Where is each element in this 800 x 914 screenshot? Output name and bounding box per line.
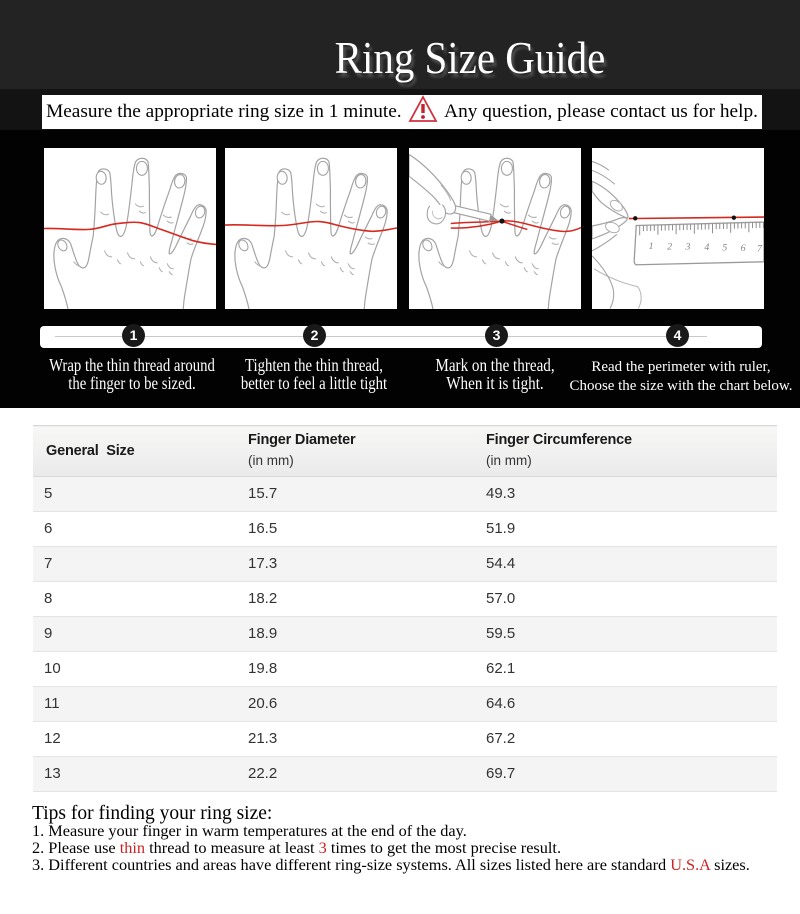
svg-text:2: 2 [667, 241, 672, 252]
svg-text:3: 3 [684, 242, 690, 253]
svg-text:1: 1 [649, 241, 654, 252]
svg-text:7: 7 [757, 243, 763, 254]
svg-text:6: 6 [741, 243, 746, 254]
svg-text:4: 4 [704, 242, 709, 253]
svg-text:5: 5 [722, 242, 727, 253]
